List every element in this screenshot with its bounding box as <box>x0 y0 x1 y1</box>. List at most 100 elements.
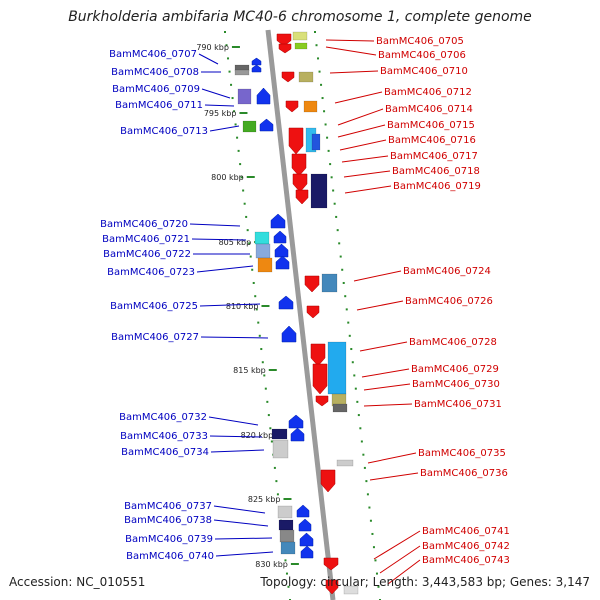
left-gene-label[interactable]: BamMC406_0707 <box>109 49 197 60</box>
left-gene-label[interactable]: BamMC406_0738 <box>124 515 212 526</box>
track-dot <box>255 308 258 311</box>
right-gene-label[interactable]: BamMC406_0705 <box>376 36 464 47</box>
scale-tick-label: 795 kbp <box>204 109 237 118</box>
forward-gene-arrow <box>315 395 329 407</box>
reverse-gene-arrow <box>251 57 262 66</box>
right-gene-label[interactable]: BamMC406_0706 <box>378 50 466 61</box>
forward-gene-arrow <box>320 469 336 493</box>
reverse-gene-arrow <box>281 325 297 343</box>
left-gene-label[interactable]: BamMC406_0720 <box>100 219 188 230</box>
track-dot <box>236 136 239 139</box>
forward-gene-arrow <box>278 43 292 54</box>
forward-gene-arrow <box>312 363 328 395</box>
reverse-gene-arrow <box>259 118 274 132</box>
track-dot <box>224 31 226 33</box>
left-label-leader <box>213 505 266 514</box>
right-gene-label[interactable]: BamMC406_0718 <box>392 166 480 177</box>
right-gene-label[interactable]: BamMC406_0741 <box>422 526 510 537</box>
track-dot <box>377 585 380 588</box>
track-dot <box>341 268 344 271</box>
track-dot <box>371 532 374 535</box>
left-label-leader <box>191 238 247 241</box>
right-gene-label[interactable]: BamMC406_0719 <box>393 181 481 192</box>
left-gene-label[interactable]: BamMC406_0737 <box>124 501 212 512</box>
right-gene-label[interactable]: BamMC406_0726 <box>405 296 493 307</box>
track-dot <box>276 493 279 496</box>
right-label-leader <box>363 403 413 407</box>
track-dot <box>285 572 288 575</box>
track-dot <box>359 427 362 430</box>
track-dot <box>273 466 276 469</box>
right-gene-label[interactable]: BamMC406_0714 <box>385 104 473 115</box>
right-gene-label[interactable]: BamMC406_0742 <box>422 541 510 552</box>
left-gene-label[interactable]: BamMC406_0734 <box>121 447 209 458</box>
left-gene-label[interactable]: BamMC406_0721 <box>102 234 190 245</box>
left-label-leader <box>189 223 241 227</box>
reverse-gene-arrow <box>288 414 304 429</box>
gene-domain-box <box>271 428 288 440</box>
right-gene-label[interactable]: BamMC406_0715 <box>387 120 475 131</box>
right-gene-label[interactable]: BamMC406_0743 <box>422 555 510 566</box>
track-dot <box>240 176 243 179</box>
track-dot <box>284 559 287 562</box>
track-dot <box>323 110 326 113</box>
track-dot <box>264 387 267 390</box>
track-dot <box>263 374 266 377</box>
track-dot <box>314 31 316 33</box>
track-dot <box>246 229 249 232</box>
reverse-gene-arrow <box>298 518 312 532</box>
left-gene-label[interactable]: BamMC406_0732 <box>119 412 207 423</box>
left-gene-label[interactable]: BamMC406_0739 <box>125 534 213 545</box>
track-dot <box>374 559 377 562</box>
forward-gene-arrow <box>304 275 320 293</box>
left-gene-label[interactable]: BamMC406_0727 <box>111 332 199 343</box>
reverse-gene-arrow <box>296 504 310 518</box>
right-label-leader <box>369 472 419 481</box>
gene-domain-box <box>279 529 295 543</box>
track-dot <box>252 281 255 284</box>
right-label-leader <box>329 70 379 74</box>
left-gene-label[interactable]: BamMC406_0723 <box>107 267 195 278</box>
left-gene-label[interactable]: BamMC406_0740 <box>126 551 214 562</box>
right-gene-label[interactable]: BamMC406_0710 <box>380 66 468 77</box>
right-gene-label[interactable]: BamMC406_0730 <box>412 379 500 390</box>
track-dot <box>257 321 260 324</box>
gene-domain-box <box>242 120 257 133</box>
track-dot <box>333 202 336 205</box>
right-gene-label[interactable]: BamMC406_0729 <box>411 364 499 375</box>
gene-domain-box <box>321 273 338 293</box>
right-label-leader <box>344 185 392 194</box>
gene-domain-box <box>294 42 308 50</box>
left-gene-label[interactable]: BamMC406_0709 <box>112 84 200 95</box>
right-gene-label[interactable]: BamMC406_0717 <box>390 151 478 162</box>
right-gene-label[interactable]: BamMC406_0712 <box>384 87 472 98</box>
track-dot <box>317 57 320 60</box>
right-label-leader <box>339 139 387 151</box>
right-gene-label[interactable]: BamMC406_0736 <box>420 468 508 479</box>
right-gene-label[interactable]: BamMC406_0716 <box>388 135 476 146</box>
right-gene-label[interactable]: BamMC406_0735 <box>418 448 506 459</box>
track-dot <box>230 83 233 86</box>
right-gene-label[interactable]: BamMC406_0724 <box>403 266 491 277</box>
left-gene-label[interactable]: BamMC406_0733 <box>120 431 208 442</box>
left-gene-label[interactable]: BamMC406_0725 <box>110 301 198 312</box>
track-dot <box>245 215 248 218</box>
gene-domain-box <box>237 88 252 105</box>
left-gene-label[interactable]: BamMC406_0708 <box>111 67 199 78</box>
track-dot <box>356 400 359 403</box>
track-dot <box>342 281 345 284</box>
right-label-leader <box>341 155 389 163</box>
track-dot <box>275 480 278 483</box>
track-dot <box>227 57 230 60</box>
track-dot <box>228 70 231 73</box>
gene-labels[interactable]: BamMC406_0707 BamMC406_0708 BamMC406_0709 B… <box>100 36 510 566</box>
left-gene-label[interactable]: BamMC406_0713 <box>120 126 208 137</box>
track-dot <box>258 334 261 337</box>
track-dot <box>332 189 335 192</box>
right-gene-label[interactable]: BamMC406_0728 <box>409 337 497 348</box>
right-gene-label[interactable]: BamMC406_0731 <box>414 399 502 410</box>
right-label-leader <box>334 91 383 104</box>
left-gene-label[interactable]: BamMC406_0711 <box>115 100 203 111</box>
track-dot <box>320 83 323 86</box>
left-gene-label[interactable]: BamMC406_0722 <box>103 249 191 260</box>
